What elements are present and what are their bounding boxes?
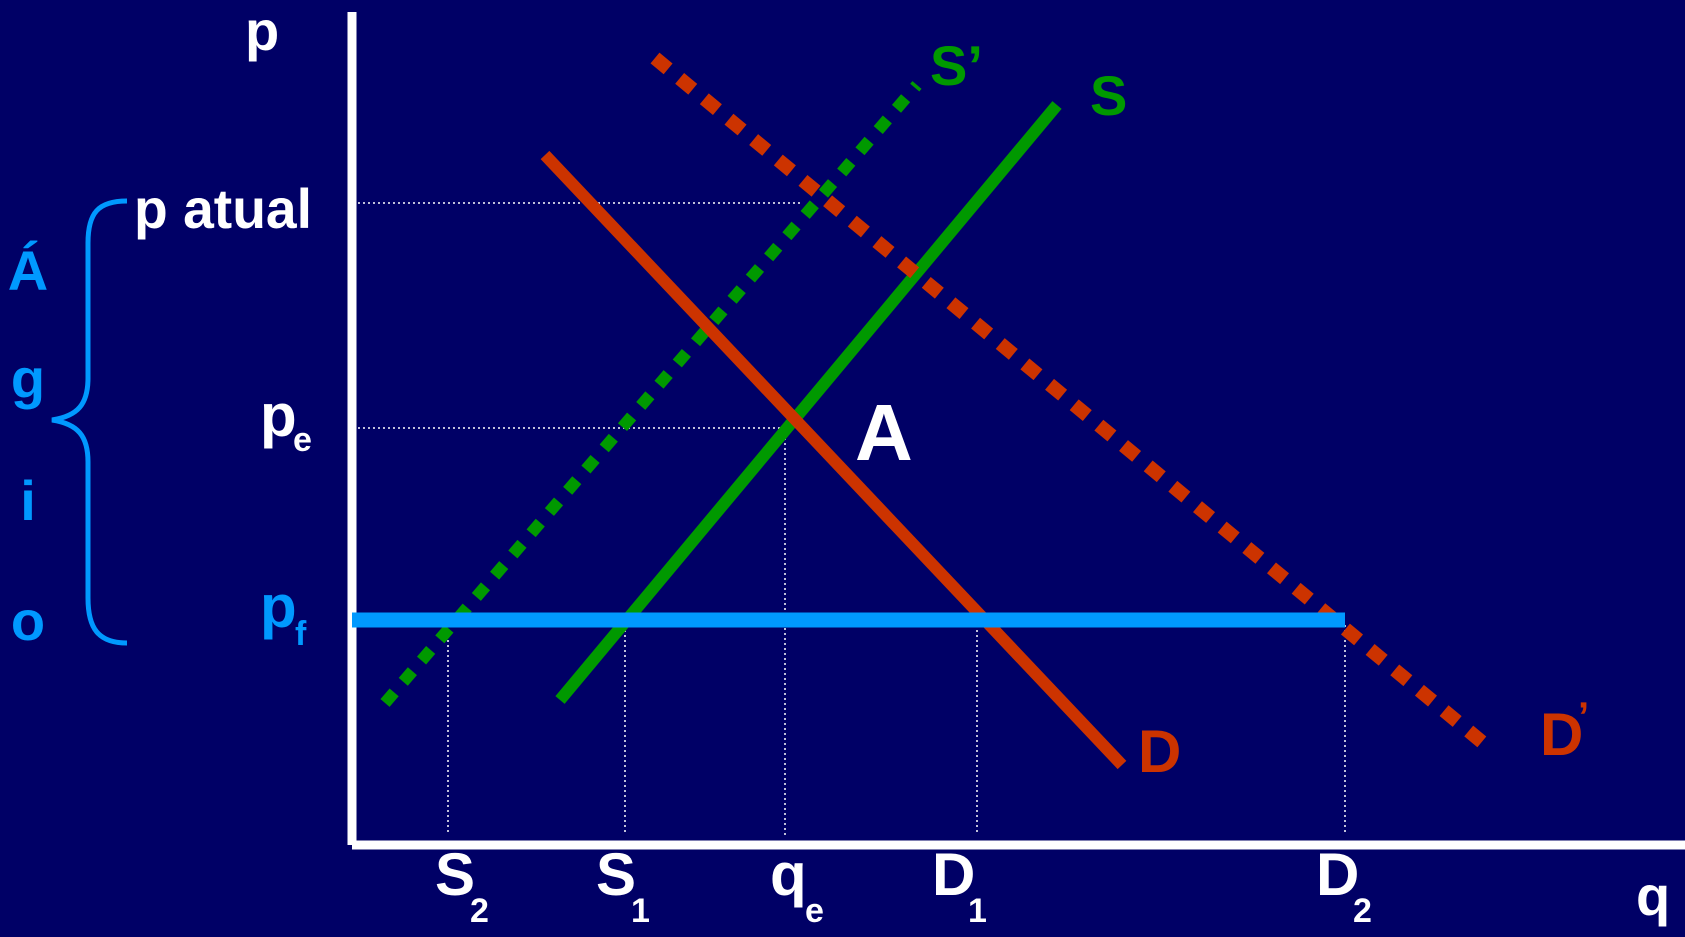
pf-label-sub: f [295, 615, 307, 653]
supply-curve [555, 101, 1062, 704]
d2-label-sub: 2 [1353, 892, 1372, 930]
qe-label: q e [770, 841, 824, 930]
pe-label: p e [260, 382, 312, 459]
s1-label-sub: 1 [631, 892, 650, 930]
p-atual-label: p atual [134, 177, 312, 240]
qe-label-main: q [770, 841, 807, 908]
agio-label: Á g i o [8, 239, 48, 652]
pe-label-sub: e [293, 421, 312, 459]
d1-label-sub: 1 [968, 892, 987, 930]
supply-label: S [1090, 64, 1127, 127]
supply-shifted-label: S’ [930, 34, 983, 97]
pf-label: p f [260, 573, 307, 653]
demand-shifted-label: D ’ [1540, 695, 1589, 768]
agio-brace [51, 198, 128, 646]
agio-letter-1: Á [8, 239, 48, 302]
d1-label-main: D [932, 841, 975, 908]
demand-shifted-label-main: D [1540, 701, 1583, 768]
pe-label-main: p [260, 382, 297, 449]
demand-shifted-label-mark: ’ [1578, 695, 1589, 739]
d2-label: D 2 [1316, 841, 1372, 930]
supply-shifted-curve [380, 81, 922, 707]
qe-label-sub: e [805, 892, 824, 930]
s2-label-sub: 2 [470, 892, 489, 930]
s1-label-main: S [596, 841, 636, 908]
agio-letter-4: o [11, 589, 45, 652]
s2-label-main: S [435, 841, 475, 908]
guide-lines [358, 202, 1346, 835]
s2-label: S 2 [435, 841, 489, 930]
d2-label-main: D [1316, 841, 1359, 908]
x-axis-label: q [1636, 864, 1670, 927]
pf-label-main: p [260, 573, 297, 640]
s1-label: S 1 [596, 841, 650, 930]
y-axis-label: p [245, 0, 279, 62]
demand-curve [540, 150, 1127, 770]
demand-label: D [1138, 718, 1181, 785]
agio-letter-3: i [20, 469, 36, 532]
point-a-label: A [855, 388, 913, 477]
agio-letter-2: g [11, 347, 45, 410]
d1-label: D 1 [932, 841, 987, 930]
